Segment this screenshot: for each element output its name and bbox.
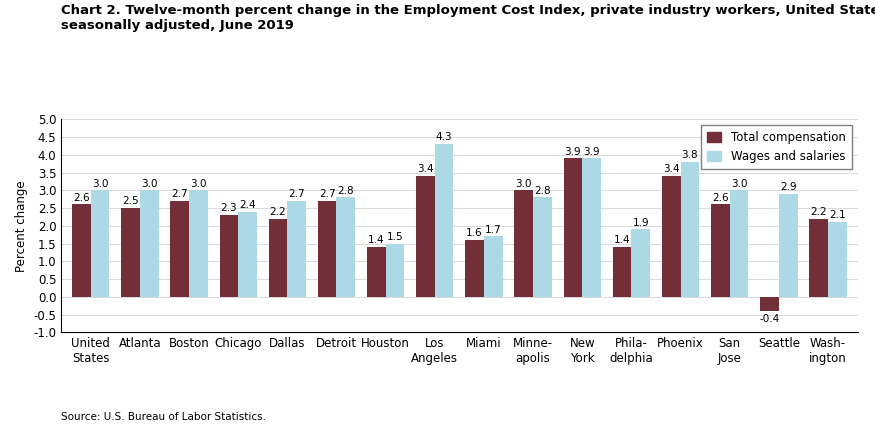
Bar bbox=[189, 190, 207, 297]
Text: 3.0: 3.0 bbox=[141, 178, 158, 189]
Bar bbox=[318, 201, 337, 297]
Text: 1.7: 1.7 bbox=[485, 225, 501, 235]
Y-axis label: Percent change: Percent change bbox=[15, 180, 28, 272]
Text: 2.7: 2.7 bbox=[318, 189, 335, 199]
Bar bbox=[514, 190, 533, 297]
Bar bbox=[828, 222, 847, 297]
Text: 2.3: 2.3 bbox=[220, 203, 237, 213]
Bar bbox=[760, 297, 779, 311]
Bar bbox=[779, 194, 797, 297]
Text: 1.5: 1.5 bbox=[387, 232, 403, 242]
Bar bbox=[269, 219, 287, 297]
Bar bbox=[484, 236, 502, 297]
Bar bbox=[337, 197, 355, 297]
Bar bbox=[416, 176, 435, 297]
Bar bbox=[287, 201, 306, 297]
Bar bbox=[91, 190, 109, 297]
Text: 2.7: 2.7 bbox=[172, 189, 188, 199]
Bar bbox=[238, 212, 257, 297]
Text: 2.2: 2.2 bbox=[810, 207, 827, 217]
Text: 1.6: 1.6 bbox=[466, 228, 483, 238]
Bar bbox=[612, 247, 632, 297]
Text: 2.9: 2.9 bbox=[780, 182, 796, 192]
Text: Chart 2. Twelve-month percent change in the Employment Cost Index, private indus: Chart 2. Twelve-month percent change in … bbox=[61, 4, 875, 32]
Bar bbox=[533, 197, 552, 297]
Text: 3.0: 3.0 bbox=[92, 178, 108, 189]
Bar bbox=[662, 176, 681, 297]
Text: 3.8: 3.8 bbox=[682, 150, 698, 160]
Text: 3.9: 3.9 bbox=[584, 147, 600, 157]
Bar bbox=[72, 204, 91, 297]
Text: 3.0: 3.0 bbox=[190, 178, 206, 189]
Text: 4.3: 4.3 bbox=[436, 132, 452, 142]
Text: Source: U.S. Bureau of Labor Statistics.: Source: U.S. Bureau of Labor Statistics. bbox=[61, 412, 266, 422]
Bar bbox=[809, 219, 828, 297]
Bar bbox=[730, 190, 748, 297]
Text: 1.9: 1.9 bbox=[633, 218, 649, 227]
Bar bbox=[681, 162, 699, 297]
Bar bbox=[386, 244, 404, 297]
Bar bbox=[122, 208, 140, 297]
Text: 3.4: 3.4 bbox=[663, 164, 680, 174]
Text: 2.8: 2.8 bbox=[338, 186, 354, 196]
Text: -0.4: -0.4 bbox=[760, 314, 780, 324]
Text: 2.6: 2.6 bbox=[74, 193, 90, 203]
Bar bbox=[466, 240, 484, 297]
Bar bbox=[564, 158, 582, 297]
Bar bbox=[220, 215, 238, 297]
Text: 2.1: 2.1 bbox=[829, 210, 845, 221]
Text: 2.4: 2.4 bbox=[239, 200, 256, 210]
Bar bbox=[582, 158, 601, 297]
Text: 3.0: 3.0 bbox=[515, 178, 532, 189]
Text: 2.5: 2.5 bbox=[123, 196, 139, 206]
Bar bbox=[711, 204, 730, 297]
Legend: Total compensation, Wages and salaries: Total compensation, Wages and salaries bbox=[701, 125, 851, 169]
Text: 3.0: 3.0 bbox=[731, 178, 747, 189]
Text: 1.4: 1.4 bbox=[368, 235, 385, 245]
Bar bbox=[435, 144, 453, 297]
Text: 1.4: 1.4 bbox=[613, 235, 630, 245]
Bar bbox=[367, 247, 386, 297]
Text: 2.8: 2.8 bbox=[534, 186, 550, 196]
Text: 3.9: 3.9 bbox=[564, 147, 581, 157]
Bar bbox=[140, 190, 158, 297]
Text: 2.7: 2.7 bbox=[289, 189, 305, 199]
Bar bbox=[171, 201, 189, 297]
Bar bbox=[632, 229, 650, 297]
Text: 3.4: 3.4 bbox=[417, 164, 434, 174]
Text: 2.2: 2.2 bbox=[270, 207, 286, 217]
Text: 2.6: 2.6 bbox=[712, 193, 729, 203]
